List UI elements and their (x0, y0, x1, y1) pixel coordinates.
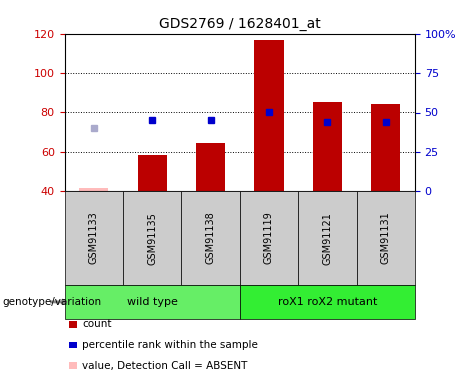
Bar (371, 104, 400, 191)
Title: GDS2769 / 1628401_at: GDS2769 / 1628401_at (159, 17, 320, 32)
Bar (137, 155, 167, 191)
Text: value, Detection Call = ABSENT: value, Detection Call = ABSENT (82, 361, 248, 370)
Text: GSM91135: GSM91135 (147, 211, 157, 265)
Text: GSM91121: GSM91121 (322, 211, 332, 265)
Text: GSM91131: GSM91131 (381, 212, 391, 264)
Bar (254, 40, 284, 191)
Bar (313, 102, 342, 191)
Text: count: count (82, 320, 112, 329)
Bar (196, 143, 225, 191)
Text: GSM91119: GSM91119 (264, 212, 274, 264)
Bar (79, 188, 108, 191)
Text: genotype/variation: genotype/variation (2, 297, 101, 307)
Text: percentile rank within the sample: percentile rank within the sample (82, 340, 258, 350)
Text: GSM91133: GSM91133 (89, 212, 99, 264)
Text: roX1 roX2 mutant: roX1 roX2 mutant (278, 297, 377, 307)
Text: wild type: wild type (127, 297, 177, 307)
Text: GSM91138: GSM91138 (206, 212, 216, 264)
